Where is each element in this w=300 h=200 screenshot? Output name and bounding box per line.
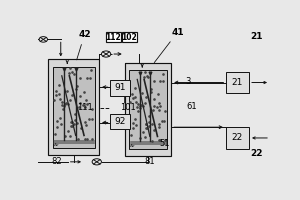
Text: 21: 21 xyxy=(250,32,263,41)
Text: 42: 42 xyxy=(77,30,91,60)
Bar xyxy=(52,67,94,148)
Text: 111: 111 xyxy=(77,103,93,112)
Text: 112: 112 xyxy=(105,33,121,42)
Text: 101: 101 xyxy=(120,103,136,112)
Text: Air: Air xyxy=(130,144,136,148)
Bar xyxy=(110,114,130,129)
Text: Air: Air xyxy=(54,143,59,147)
Bar xyxy=(226,127,249,149)
Text: 61: 61 xyxy=(186,102,197,111)
Text: 41: 41 xyxy=(154,28,184,63)
Text: 92: 92 xyxy=(114,117,126,126)
Bar xyxy=(125,63,171,156)
Bar xyxy=(110,80,130,96)
Bar xyxy=(48,59,99,155)
Text: 3: 3 xyxy=(185,77,190,86)
Circle shape xyxy=(92,159,101,165)
Text: 22: 22 xyxy=(250,149,263,158)
Text: 91: 91 xyxy=(114,83,126,92)
Bar xyxy=(129,70,167,149)
Circle shape xyxy=(101,51,111,57)
Bar xyxy=(106,32,121,42)
Text: 21: 21 xyxy=(232,78,243,87)
Text: 102: 102 xyxy=(122,33,137,42)
Circle shape xyxy=(39,37,47,42)
Text: 81: 81 xyxy=(145,157,155,166)
Bar xyxy=(226,72,249,93)
Text: 51: 51 xyxy=(160,139,170,148)
Text: 22: 22 xyxy=(232,133,243,142)
Bar xyxy=(122,32,137,42)
Text: 82: 82 xyxy=(52,157,62,166)
